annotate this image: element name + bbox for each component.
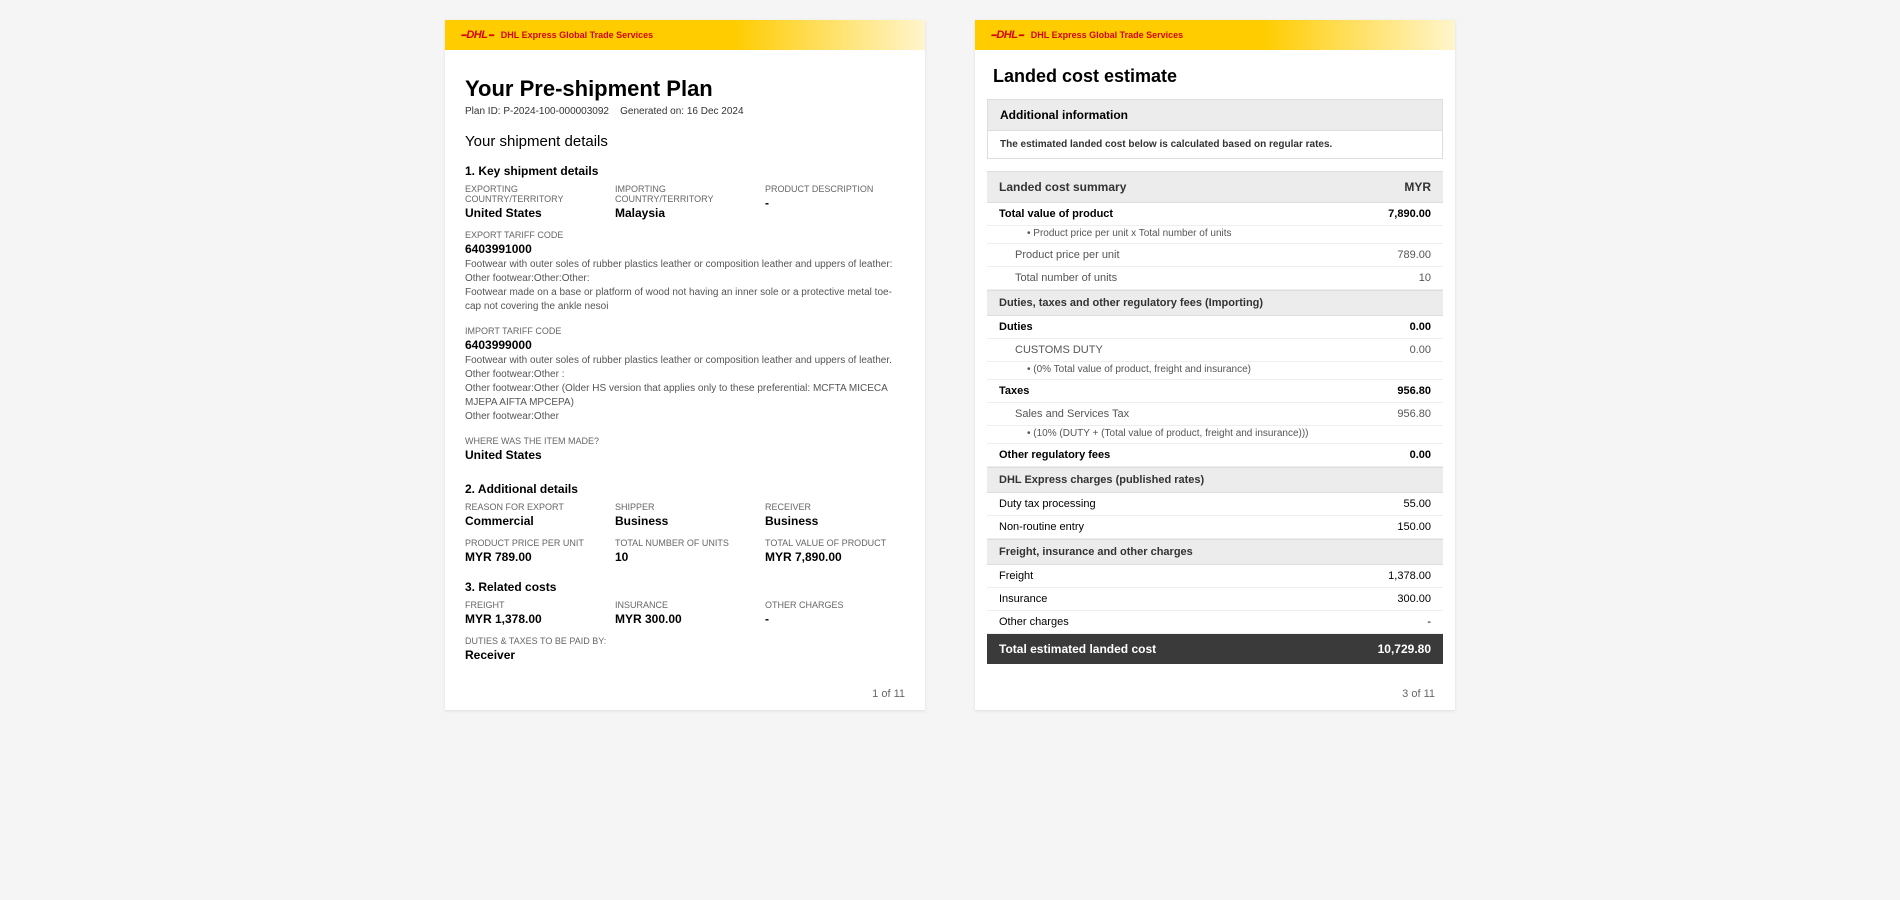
total-estimated-value: 10,729.80	[1378, 642, 1431, 656]
brand-header: DHL DHL Express Global Trade Services	[445, 20, 925, 50]
additional-info-note: The estimated landed cost below is calcu…	[987, 131, 1443, 159]
page-1: DHL DHL Express Global Trade Services Yo…	[445, 20, 925, 710]
nre-row: Non-routine entry150.00	[987, 516, 1443, 539]
made-value: United States	[465, 448, 905, 462]
freight-row: Freight1,378.00	[987, 565, 1443, 588]
made-label: WHERE WAS THE ITEM MADE?	[465, 436, 905, 446]
taxes-row: Taxes956.80	[987, 380, 1443, 403]
export-tariff-label: EXPORT TARIFF CODE	[465, 230, 905, 240]
landed-cost-title: Landed cost estimate	[987, 66, 1443, 87]
ppu-row: Product price per unit789.00	[987, 244, 1443, 267]
page-number: 1 of 11	[445, 680, 925, 710]
product-desc: -	[765, 196, 905, 210]
shipper-value: Business	[615, 514, 755, 528]
import-tariff: 6403999000	[465, 338, 905, 352]
duties-group-header: Duties, taxes and other regulatory fees …	[987, 290, 1443, 316]
summary-header: Landed cost summary MYR	[987, 171, 1443, 203]
summary-title: Landed cost summary	[999, 180, 1126, 194]
page-number: 3 of 11	[975, 680, 1455, 710]
sst-row: Sales and Services Tax956.80	[987, 403, 1443, 426]
plan-id: Plan ID: P-2024-100-000003092	[465, 106, 609, 117]
export-country-label: EXPORTING COUNTRY/TERRITORY	[465, 184, 605, 204]
reason-value: Commercial	[465, 514, 605, 528]
insurance-value: MYR 300.00	[615, 612, 755, 626]
ppu-label: PRODUCT PRICE PER UNIT	[465, 538, 605, 548]
generated-on: Generated on: 16 Dec 2024	[620, 106, 743, 117]
customs-row: CUSTOMS DUTY0.00	[987, 339, 1443, 362]
other-reg-row: Other regulatory fees0.00	[987, 444, 1443, 467]
shipment-details-title: Your shipment details	[465, 133, 905, 150]
brand-tagline: DHL Express Global Trade Services	[1031, 30, 1183, 40]
total-value: MYR 7,890.00	[765, 550, 905, 564]
dhl-logo: DHL	[991, 29, 1023, 41]
total-label: TOTAL VALUE OF PRODUCT	[765, 538, 905, 548]
dhl-charges-header: DHL Express charges (published rates)	[987, 467, 1443, 493]
import-country: Malaysia	[615, 206, 755, 220]
dhl-logo: DHL	[461, 29, 493, 41]
page-title: Your Pre-shipment Plan	[465, 76, 905, 102]
page-2: DHL DHL Express Global Trade Services La…	[975, 20, 1455, 710]
other-row: Other charges-	[987, 611, 1443, 634]
brand-header: DHL DHL Express Global Trade Services	[975, 20, 1455, 50]
import-tariff-label: IMPORT TARIFF CODE	[465, 326, 905, 336]
insurance-row: Insurance300.00	[987, 588, 1443, 611]
dtp-row: Duty tax processing55.00	[987, 493, 1443, 516]
other-charges-label: OTHER CHARGES	[765, 600, 905, 610]
total-estimated-label: Total estimated landed cost	[999, 642, 1156, 656]
plan-meta: Plan ID: P-2024-100-000003092 Generated …	[465, 106, 905, 117]
fio-header: Freight, insurance and other charges	[987, 539, 1443, 565]
brand-tagline: DHL Express Global Trade Services	[501, 30, 653, 40]
freight-value: MYR 1,378.00	[465, 612, 605, 626]
receiver-value: Business	[765, 514, 905, 528]
ppu-value: MYR 789.00	[465, 550, 605, 564]
duties-paid-label: DUTIES & TAXES TO BE PAID BY:	[465, 636, 905, 646]
duties-row: Duties0.00	[987, 316, 1443, 339]
summary-currency: MYR	[1404, 180, 1431, 194]
export-country: United States	[465, 206, 605, 220]
units-value: 10	[615, 550, 755, 564]
import-country-label: IMPORTING COUNTRY/TERRITORY	[615, 184, 755, 204]
export-tariff-desc: Footwear with outer soles of rubber plas…	[465, 258, 905, 314]
product-desc-label: PRODUCT DESCRIPTION	[765, 184, 905, 194]
customs-bullet: (0% Total value of product, freight and …	[987, 362, 1443, 380]
total-value-row: Total value of product7,890.00	[987, 203, 1443, 226]
key-shipment-title: 1. Key shipment details	[465, 164, 905, 178]
additional-details-title: 2. Additional details	[465, 482, 905, 496]
units-row: Total number of units10	[987, 267, 1443, 290]
duties-paid-value: Receiver	[465, 648, 905, 662]
other-charges-value: -	[765, 612, 905, 626]
insurance-label: INSURANCE	[615, 600, 755, 610]
sst-bullet: (10% (DUTY + (Total value of product, fr…	[987, 426, 1443, 444]
additional-info-title: Additional information	[987, 99, 1443, 131]
units-label: TOTAL NUMBER OF UNITS	[615, 538, 755, 548]
shipper-label: SHIPPER	[615, 502, 755, 512]
import-tariff-desc: Footwear with outer soles of rubber plas…	[465, 354, 905, 424]
ppu-units-bullet: Product price per unit x Total number of…	[987, 226, 1443, 244]
freight-label: FREIGHT	[465, 600, 605, 610]
related-costs-title: 3. Related costs	[465, 580, 905, 594]
receiver-label: RECEIVER	[765, 502, 905, 512]
export-tariff: 6403991000	[465, 242, 905, 256]
total-estimated-row: Total estimated landed cost 10,729.80	[987, 634, 1443, 664]
reason-label: REASON FOR EXPORT	[465, 502, 605, 512]
